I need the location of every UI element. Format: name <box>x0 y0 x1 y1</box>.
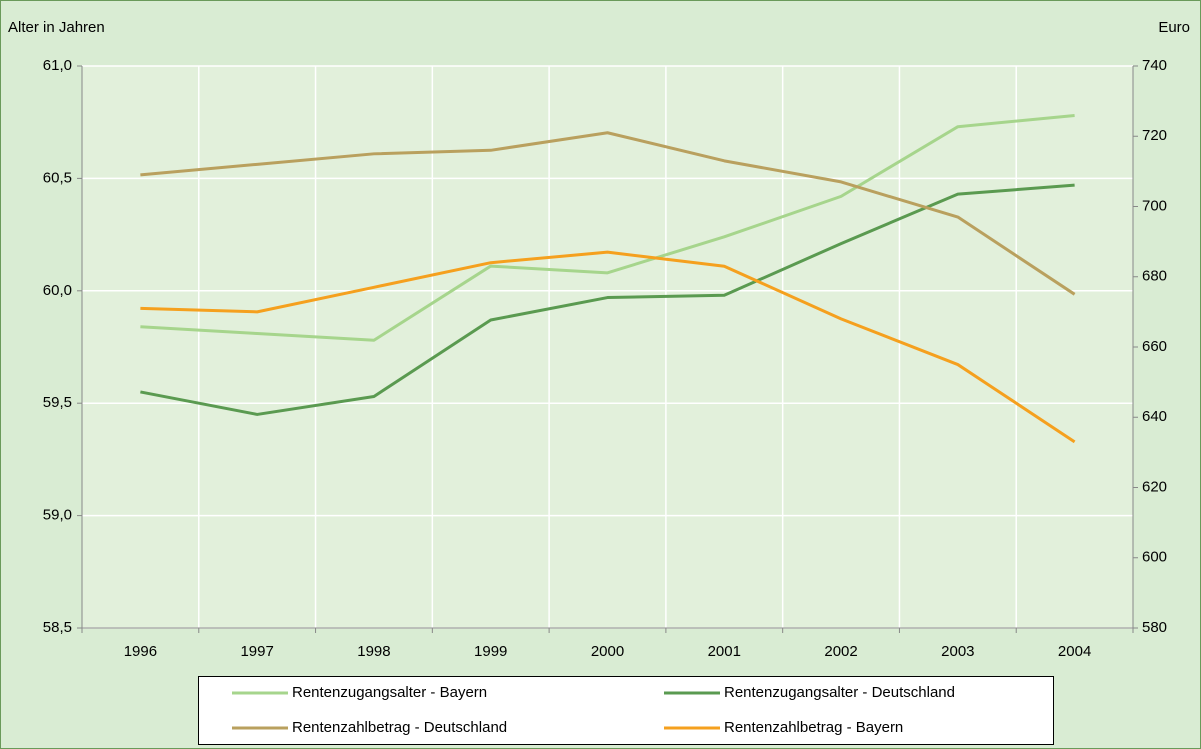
x-tick-label: 2003 <box>941 643 974 660</box>
y2-tick-label: 660 <box>1142 338 1167 355</box>
series-line <box>140 131 1076 296</box>
legend-label: Rentenzahlbetrag - Deutschland <box>292 719 507 736</box>
y-tick-label: 60,0 <box>43 282 72 299</box>
legend-label: Rentenzugangsalter - Deutschland <box>724 684 955 701</box>
y-axis-label: Alter in Jahren <box>8 19 105 36</box>
x-tick-label: 2004 <box>1058 643 1091 660</box>
y2-tick-label: 740 <box>1142 57 1167 74</box>
legend <box>198 676 1054 745</box>
y-tick-label: 59,5 <box>43 394 72 411</box>
x-tick-label: 2002 <box>824 643 857 660</box>
y-tick-label: 61,0 <box>43 57 72 74</box>
y2-tick-label: 620 <box>1142 478 1167 495</box>
y2-tick-label: 700 <box>1142 197 1167 214</box>
y2-tick-label: 600 <box>1142 549 1167 566</box>
x-tick-label: 1996 <box>124 643 157 660</box>
y2-tick-label: 580 <box>1142 619 1167 636</box>
y2-tick-label: 720 <box>1142 127 1167 144</box>
series-line <box>140 183 1075 416</box>
series-line <box>140 113 1075 342</box>
legend-label: Rentenzahlbetrag - Bayern <box>724 719 903 736</box>
y2-tick-label: 680 <box>1142 268 1167 285</box>
y2-axis-label: Euro <box>1158 19 1190 36</box>
y2-tick-label: 640 <box>1142 408 1167 425</box>
y-tick-label: 59,0 <box>43 507 72 524</box>
legend-label: Rentenzugangsalter - Bayern <box>292 684 487 701</box>
y-tick-label: 58,5 <box>43 619 72 636</box>
x-tick-label: 2001 <box>708 643 741 660</box>
series-line <box>140 250 1076 444</box>
x-tick-label: 1997 <box>240 643 273 660</box>
x-tick-label: 1998 <box>357 643 390 660</box>
plot-area <box>82 66 1133 628</box>
x-tick-label: 2000 <box>591 643 624 660</box>
y-tick-label: 60,5 <box>43 169 72 186</box>
x-tick-label: 1999 <box>474 643 507 660</box>
